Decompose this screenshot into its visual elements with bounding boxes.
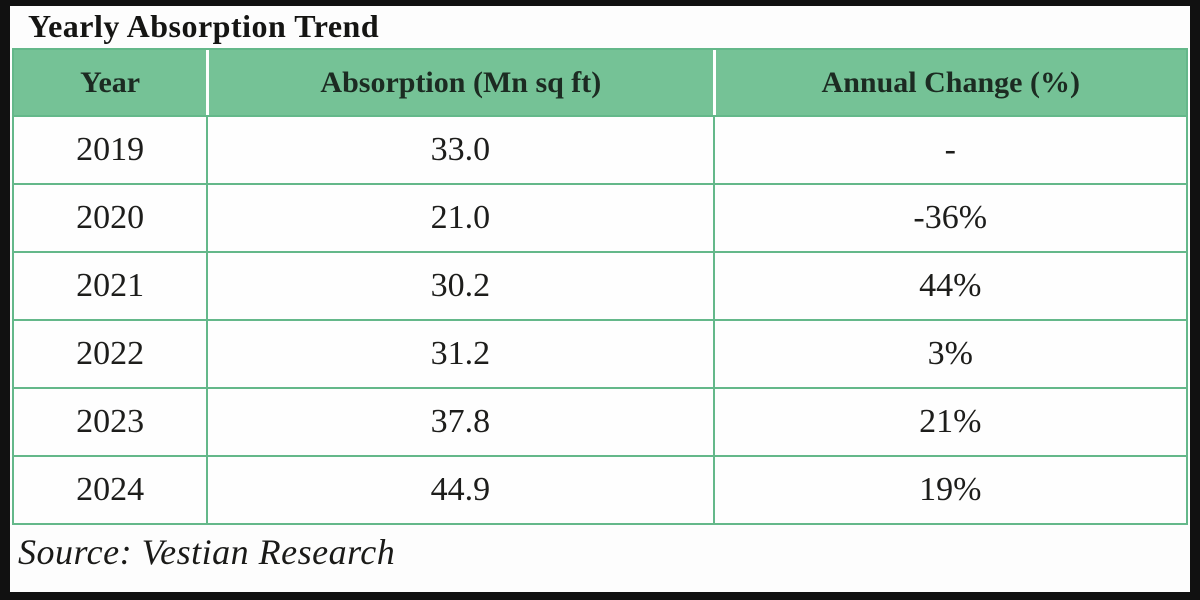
cell-year: 2022 (14, 319, 207, 387)
table-row: 2022 31.2 3% (14, 319, 1186, 387)
cell-annual-change: 21% (712, 387, 1186, 455)
table-body: 2019 33.0-2020 21.0 -36% 2021 30.2 44% 2022 31.2… (14, 115, 1186, 523)
cell-annual-change: 3% (712, 319, 1186, 387)
table-row: 2019 33.0- (14, 115, 1186, 183)
cell-absorption: 31.2 (206, 319, 713, 387)
cell-annual-change: 19% (712, 455, 1186, 523)
header-row: Year Absorption (Mn sq ft) Annual Change (… (14, 50, 1186, 115)
cell-annual-change: - (712, 115, 1186, 183)
source-attribution: Source: Vestian Research (18, 532, 396, 572)
table-row: 2024 44.9 19% (14, 455, 1186, 523)
absorption-table: Year Absorption (Mn sq ft) Annual Change (… (12, 48, 1188, 525)
cell-absorption: 30.2 (206, 251, 713, 319)
cell-absorption: 37.8 (206, 387, 713, 455)
cell-absorption: 44.9 (206, 455, 713, 523)
column-header-absorption: Absorption (Mn sq ft) (206, 50, 713, 115)
cell-year: 2020 (14, 183, 207, 251)
page-title: Yearly Absorption Trend (28, 8, 380, 44)
column-header-year: Year (14, 50, 207, 115)
cell-year: 2023 (14, 387, 207, 455)
table-row: 2021 30.2 44% (14, 251, 1186, 319)
cell-annual-change: -36% (712, 183, 1186, 251)
cell-year: 2024 (14, 455, 207, 523)
cell-year: 2019 (14, 115, 207, 183)
cell-annual-change: 44% (712, 251, 1186, 319)
column-header-annual-change: Annual Change (%) (712, 50, 1186, 115)
cell-year: 2021 (14, 251, 207, 319)
table-header: Year Absorption (Mn sq ft) Annual Change (… (14, 50, 1186, 115)
table-row: 2023 37.8 21% (14, 387, 1186, 455)
table-row: 2020 21.0 -36% (14, 183, 1186, 251)
cell-absorption: 21.0 (206, 183, 713, 251)
cell-absorption: 33.0 (206, 115, 713, 183)
